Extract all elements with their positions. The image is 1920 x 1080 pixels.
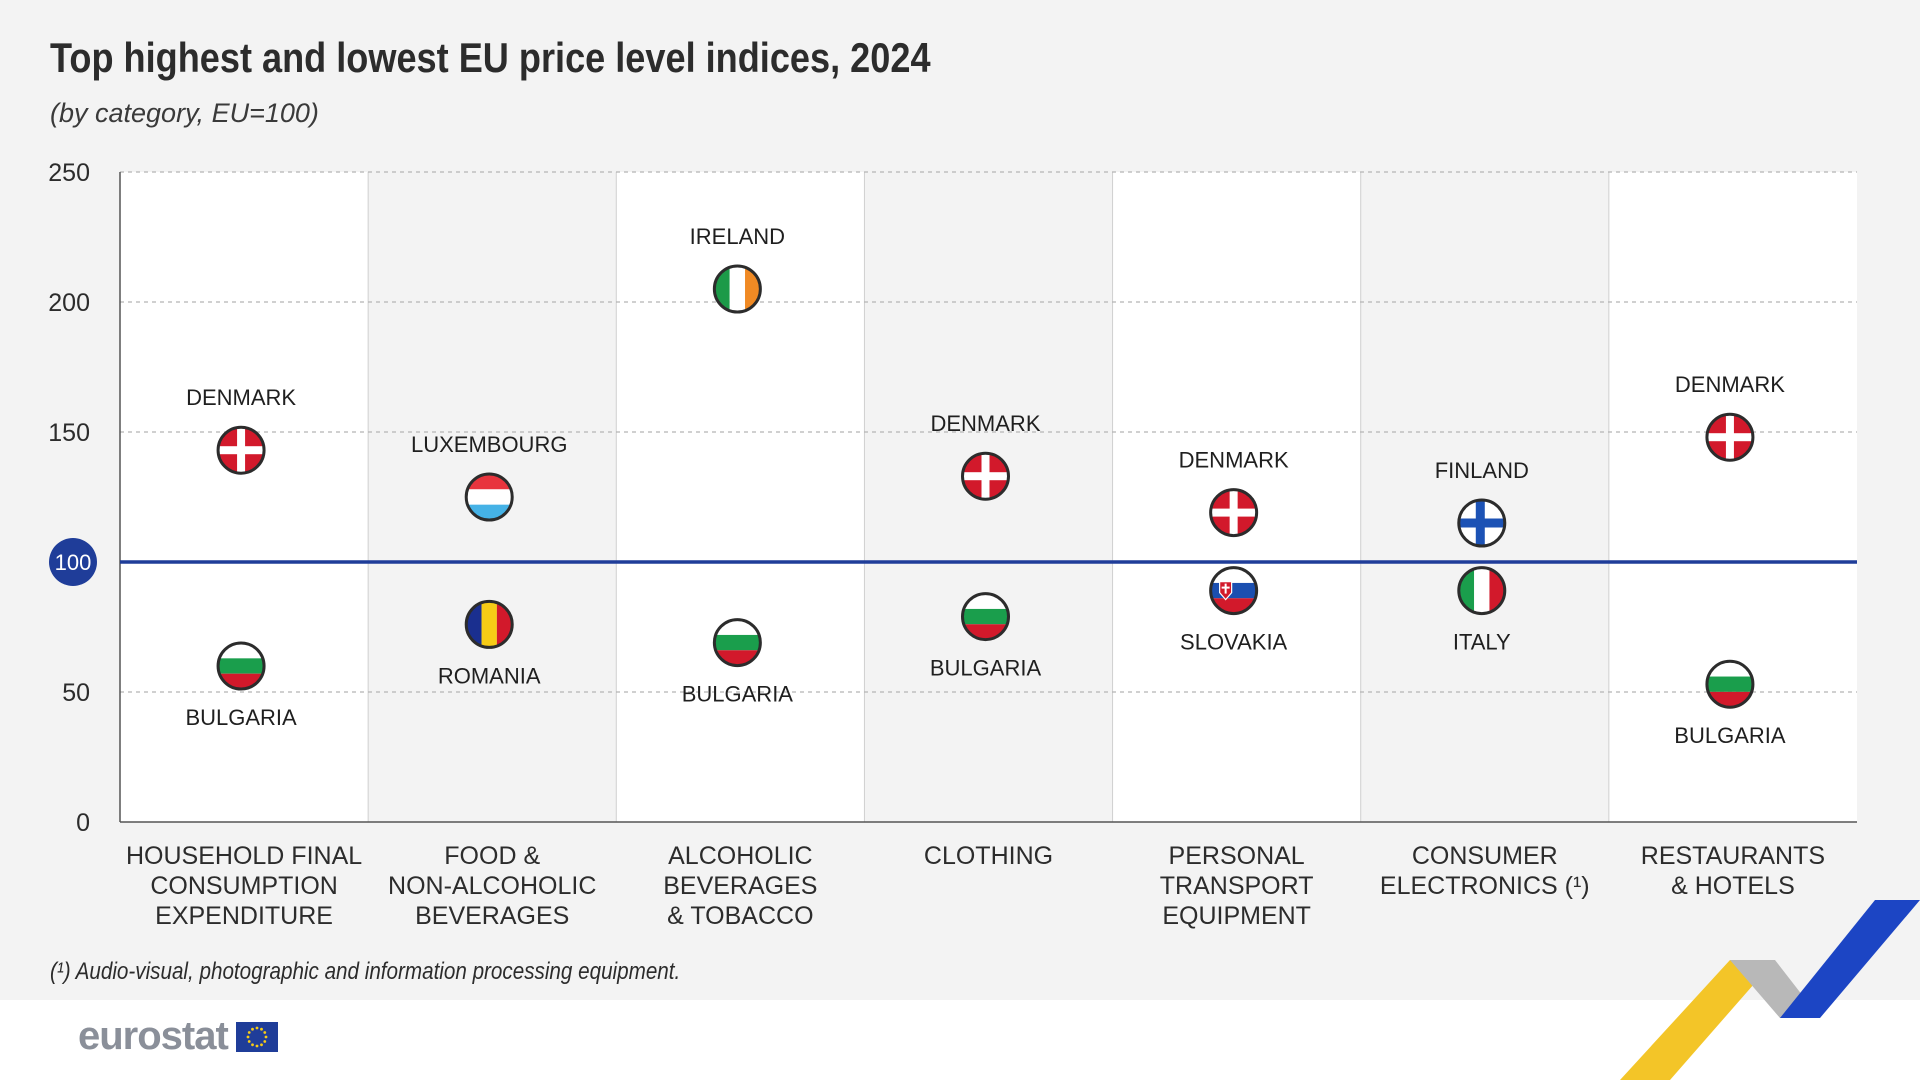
data-point-italy [1457, 566, 1507, 616]
x-category-label: BEVERAGES [663, 872, 817, 900]
reference-badge [49, 538, 97, 586]
flag-border [216, 425, 266, 475]
flag-border [1209, 566, 1259, 616]
data-point-slovakia [1209, 566, 1259, 616]
flag-border [464, 472, 514, 522]
x-category-label: ELECTRONICS (¹) [1380, 872, 1590, 900]
x-category-label: BEVERAGES [415, 902, 569, 930]
footer-band [0, 1000, 1920, 1080]
point-label: ITALY [1453, 630, 1511, 655]
ribbon-yellow [1620, 960, 1775, 1080]
flag-border [216, 641, 266, 691]
data-point-ireland [712, 264, 762, 314]
x-category-label: TRANSPORT [1160, 872, 1314, 900]
logo-text: eurostat [78, 1014, 229, 1058]
x-category-label: HOUSEHOLD FINAL [126, 842, 362, 870]
data-point-luxembourg [464, 472, 514, 522]
flag-border [1705, 412, 1755, 462]
x-category-label: EXPENDITURE [155, 902, 333, 930]
flag-border [712, 264, 762, 314]
data-point-bulgaria [961, 592, 1010, 642]
eu-flag-icon [235, 1021, 278, 1052]
flag-border [1209, 488, 1259, 538]
flag-border [712, 618, 762, 668]
point-label: DENMARK [1675, 372, 1785, 397]
point-label: FINLAND [1435, 458, 1529, 483]
category-panel [120, 172, 369, 822]
point-label: DENMARK [930, 411, 1040, 436]
data-point-bulgaria [712, 618, 762, 668]
point-label: DENMARK [186, 385, 296, 410]
grid-lines [120, 171, 1857, 693]
y-tick-label: 200 [48, 289, 90, 317]
y-tick-label: 150 [48, 419, 90, 447]
x-category-label: FOOD & [444, 842, 540, 870]
reference-label: 100 [55, 550, 92, 575]
data-point-bulgaria [216, 641, 266, 691]
x-category-label: RESTAURANTS [1641, 842, 1825, 870]
chart-canvas: 0 50 150 200 250 100 DENMARK BULGARIA LUXEMBOU… [48, 159, 1857, 930]
category-panels [120, 172, 1857, 822]
data-point-romania [464, 599, 514, 649]
point-label: SLOVAKIA [1180, 630, 1288, 655]
chart-subtitle: (by category, EU=100) [50, 98, 319, 128]
flag-border [1705, 659, 1755, 709]
y-tick-label: 0 [76, 809, 90, 837]
point-label: ROMANIA [438, 663, 541, 688]
chart-title: Top highest and lowest EU price level in… [50, 34, 931, 81]
flag-border [961, 592, 1010, 642]
data-point-denmark [961, 451, 1010, 501]
y-tick-label: 50 [62, 679, 90, 707]
data-point-denmark [216, 425, 266, 475]
data-point-finland [1457, 498, 1507, 548]
point-label: BULGARIA [930, 656, 1042, 681]
axes: 0 50 150 200 250 [48, 159, 1857, 837]
data-point-bulgaria [1705, 659, 1755, 709]
x-category-label: CONSUMPTION [150, 872, 338, 900]
point-label: BULGARIA [682, 682, 794, 707]
x-category-label: EQUIPMENT [1162, 902, 1311, 930]
point-label: BULGARIA [1674, 723, 1786, 748]
x-category-label: ALCOHOLIC [668, 842, 812, 870]
data-points: DENMARK BULGARIA LUXEMBOURG ROMANIA IRELAND B… [185, 224, 1785, 748]
x-category-label: & HOTELS [1671, 872, 1795, 900]
point-label: DENMARK [1179, 448, 1289, 473]
reference-line-group: 100 [49, 538, 1857, 586]
flag-border [961, 451, 1010, 501]
x-category-label: CLOTHING [924, 842, 1053, 870]
x-category-label: CONSUMER [1412, 842, 1558, 870]
flag-border [464, 599, 514, 649]
point-label: BULGARIA [185, 705, 297, 730]
flag-border [1457, 566, 1507, 616]
x-category-label: NON-ALCOHOLIC [388, 872, 596, 900]
point-label: LUXEMBOURG [411, 432, 567, 457]
x-category-label: PERSONAL [1169, 842, 1305, 870]
x-category-label: & TOBACCO [667, 902, 813, 930]
category-panel [1608, 172, 1857, 822]
category-panel [1360, 172, 1609, 822]
footnote: (¹) Audio-visual, photographic and infor… [50, 958, 681, 985]
data-point-denmark [1209, 488, 1259, 538]
flag-border [1457, 498, 1507, 548]
eurostat-logo: eurostat [78, 1014, 278, 1059]
data-point-denmark [1705, 412, 1755, 462]
decorative-ribbon [1620, 900, 1920, 1080]
y-tick-label: 250 [48, 159, 90, 187]
point-label: IRELAND [690, 224, 785, 249]
ribbon-blue [1780, 900, 1920, 1018]
